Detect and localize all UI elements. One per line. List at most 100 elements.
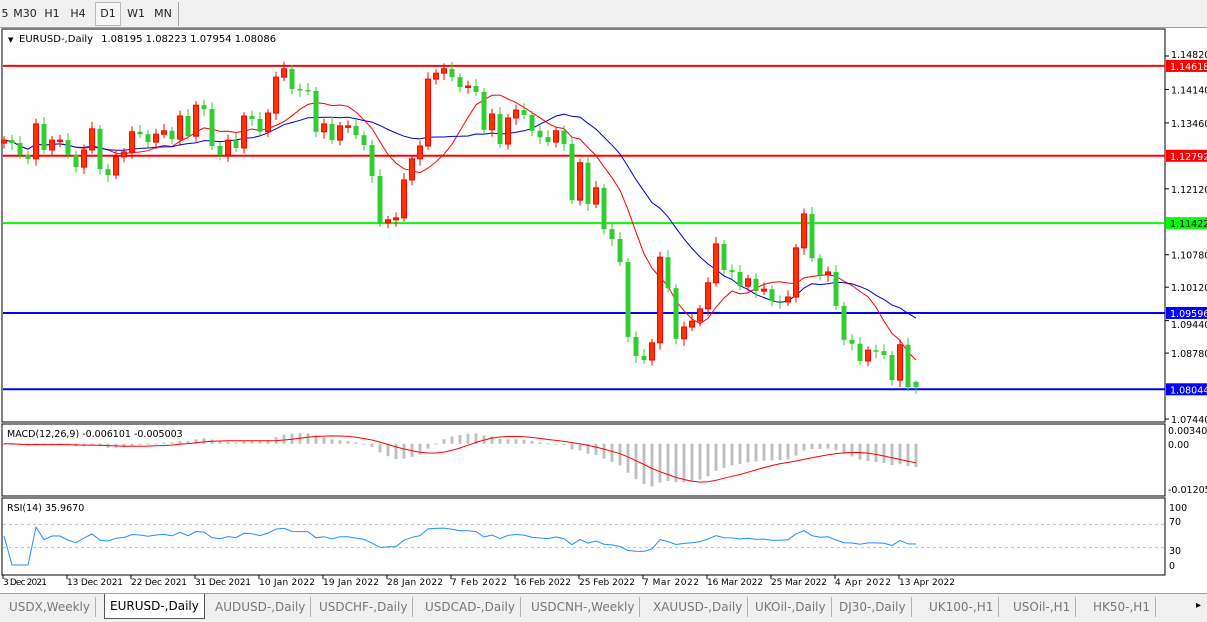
rsi-indicator <box>3 523 1165 566</box>
tab-hk50-h1[interactable]: HK50-,H1 <box>1088 597 1156 617</box>
candle <box>865 346 871 367</box>
candle-body <box>241 115 247 149</box>
candle <box>569 137 575 205</box>
rsi-panel[interactable] <box>1 497 1166 576</box>
candle-body <box>713 243 719 284</box>
macd-histogram-bar <box>706 443 710 477</box>
candle-body <box>513 109 519 119</box>
macd-panel[interactable] <box>1 423 1166 497</box>
timeframe-m5[interactable]: 5 <box>1 7 9 20</box>
candle-body <box>177 115 183 140</box>
candle <box>657 251 663 350</box>
candle <box>193 101 199 142</box>
candle-body <box>553 130 559 143</box>
macd-histogram-bar <box>194 439 198 444</box>
candle-body <box>153 133 159 143</box>
price-chart[interactable]: 1.14618 1.12792 1.11422 1.09596 1.08044 1.14… <box>0 28 1207 593</box>
candle <box>105 163 111 182</box>
candle-body <box>457 77 463 87</box>
candle-body <box>497 114 503 145</box>
candle <box>97 124 103 175</box>
candle-body <box>913 381 919 388</box>
timeframe-toolbar: 5 M30 H1 H4 D1 W1 MN <box>0 0 1207 28</box>
date-tick-label: 10 Jan 2022 <box>259 578 315 588</box>
candle <box>553 126 559 148</box>
chart-symbol: EURUSD-,Daily <box>19 34 93 45</box>
macd-histogram-bar <box>138 443 142 445</box>
macd-histogram-bar <box>642 443 646 485</box>
tab-xauusd-daily[interactable]: XAUUSD-,Daily <box>648 597 749 617</box>
candle <box>289 64 295 95</box>
macd-histogram-bar <box>666 443 670 481</box>
price-tick-label: 1.10120 <box>1171 283 1207 294</box>
macd-histogram-bar <box>386 443 390 457</box>
candle-body <box>849 339 855 344</box>
date-tick-label: 7 Feb 2022 <box>451 578 507 588</box>
candle <box>177 110 183 147</box>
candle <box>521 103 527 119</box>
timeframe-w1[interactable]: W1 <box>127 7 145 20</box>
macd-histogram-bar <box>538 442 542 444</box>
tab-usdchf-daily[interactable]: USDCHF-,Daily <box>314 597 414 617</box>
candle <box>425 72 431 150</box>
tab-eurusd-daily[interactable]: EURUSD-,Daily <box>104 594 205 619</box>
main-panel[interactable] <box>1 28 1166 423</box>
candle <box>417 140 423 166</box>
macd-histogram-bar <box>122 443 126 448</box>
rsi-tick-label: 100 <box>1169 503 1187 514</box>
tabs-scroll-right-icon[interactable]: ▸ <box>1195 600 1201 611</box>
tab-ukoil-daily[interactable]: UKOil-,Daily <box>750 597 832 617</box>
macd-histogram-bar <box>858 443 862 460</box>
timeframe-h1[interactable]: H1 <box>44 7 60 20</box>
candle-body <box>369 145 375 177</box>
collapse-triangle-icon[interactable]: ▼ <box>8 36 14 44</box>
candle-body <box>729 269 735 272</box>
macd-histogram-bar <box>674 443 678 483</box>
candle <box>721 239 727 276</box>
tab-usoil-h1[interactable]: USOil-,H1 <box>1008 597 1077 617</box>
candle <box>833 265 839 310</box>
candle <box>489 108 495 137</box>
candle-body <box>57 139 63 143</box>
macd-histogram-bar <box>634 443 638 480</box>
candle-body <box>441 68 447 74</box>
candle-body <box>1 139 7 144</box>
candle-body <box>249 116 255 119</box>
candle-body <box>89 128 95 151</box>
tab-usdcad-daily[interactable]: USDCAD-,Daily <box>420 597 521 617</box>
candle <box>785 290 791 306</box>
timeframe-mn[interactable]: MN <box>154 7 172 20</box>
timeframe-m30[interactable]: M30 <box>13 7 37 20</box>
rsi-label: RSI(14) 35.9670 <box>7 503 84 514</box>
candle <box>473 79 479 96</box>
date-tick-label: 13 Apr 2022 <box>899 578 955 588</box>
level-price-tag <box>1166 149 1207 162</box>
candle <box>81 144 87 175</box>
tab-uk100-h1[interactable]: UK100-,H1 <box>924 597 1000 617</box>
price-tick-label: 1.14140 <box>1171 85 1207 96</box>
candle-body <box>257 118 263 132</box>
candle <box>593 180 599 208</box>
candle-body <box>289 68 295 89</box>
candle <box>377 169 383 227</box>
candle-body <box>697 308 703 322</box>
candle <box>337 121 343 146</box>
candle <box>777 295 783 309</box>
candle-body <box>889 355 895 381</box>
candle <box>33 118 39 166</box>
tab-audusd-daily[interactable]: AUDUSD-,Daily <box>210 597 312 617</box>
candle <box>145 130 151 148</box>
timeframe-h4[interactable]: H4 <box>70 7 86 20</box>
tab-usdx-weekly[interactable]: USDX,Weekly <box>4 597 96 617</box>
tab-dj30-daily[interactable]: DJ30-,Daily <box>834 597 912 617</box>
macd-histogram-bar <box>874 443 878 463</box>
macd-histogram-bar <box>258 440 262 444</box>
candle <box>505 114 511 150</box>
timeframe-d1[interactable]: D1 <box>95 2 121 26</box>
candle <box>25 150 31 165</box>
candle <box>433 69 439 85</box>
macd-histogram-bar <box>218 441 222 444</box>
tab-usdcnh-weekly[interactable]: USDCNH-,Weekly <box>526 597 641 617</box>
chart-tabs: USDX,Weekly EURUSD-,Daily AUDUSD-,Daily USD… <box>0 593 1207 622</box>
candle <box>129 126 135 159</box>
